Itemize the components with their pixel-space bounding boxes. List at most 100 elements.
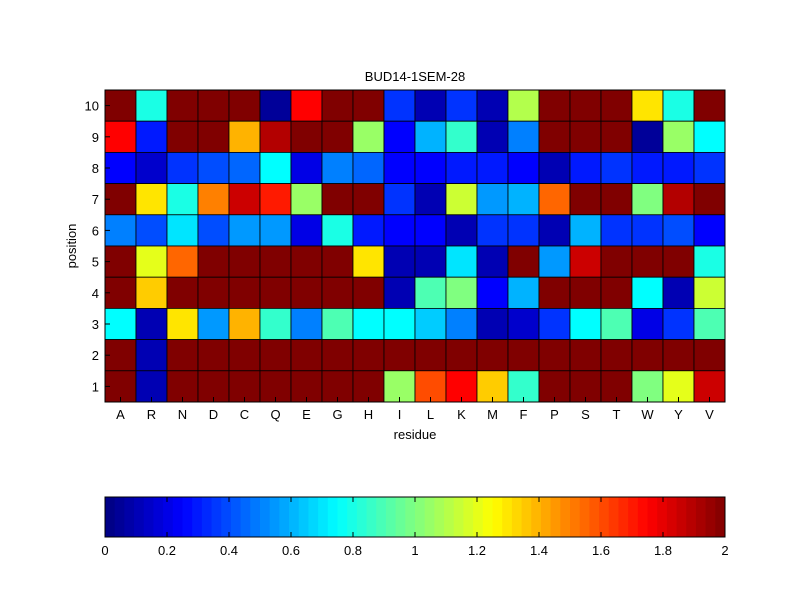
heatmap-cell-8-T xyxy=(600,151,633,184)
heatmap-cell-2-Y xyxy=(662,339,695,372)
heatmap-cell-10-V xyxy=(693,89,726,122)
heatmap-cell-1-Y xyxy=(662,370,695,403)
heatmap-cell-7-Q xyxy=(259,183,292,216)
colorbar-step xyxy=(211,497,222,537)
colorbar-step xyxy=(453,497,464,537)
colorbar-step xyxy=(153,497,164,537)
colorbar-step xyxy=(172,497,183,537)
colorbar-step xyxy=(560,497,571,537)
heatmap-cell-4-W xyxy=(631,276,664,309)
x-tick-label-H: H xyxy=(364,407,373,422)
colorbar-step xyxy=(163,497,174,537)
heatmap-cell-8-Y xyxy=(662,151,695,184)
heatmap-cell-3-C xyxy=(228,307,261,340)
heatmap-cell-8-L xyxy=(414,151,447,184)
heatmap-cell-5-P xyxy=(538,245,571,278)
heatmap-cell-4-N xyxy=(166,276,199,309)
colorbar-step xyxy=(201,497,213,537)
heatmap-cell-3-P xyxy=(538,307,571,340)
colorbar-step xyxy=(318,497,329,537)
heatmap-cell-7-V xyxy=(693,183,726,216)
heatmap-cell-4-T xyxy=(600,276,633,309)
colorbar-step xyxy=(579,497,590,537)
heatmap-cell-9-M xyxy=(476,120,509,153)
heatmap-cell-6-Y xyxy=(662,214,695,247)
heatmap-cell-2-H xyxy=(352,339,385,372)
heatmap-cell-10-F xyxy=(507,89,540,122)
heatmap-cell-1-N xyxy=(166,370,199,403)
heatmap-cell-2-F xyxy=(507,339,540,372)
colorbar-step xyxy=(395,497,406,537)
colorbar-step xyxy=(666,497,678,537)
colorbar-step xyxy=(647,497,658,537)
y-tick-label-10: 10 xyxy=(85,99,99,114)
heatmap-cell-2-W xyxy=(631,339,664,372)
heatmap-cell-6-E xyxy=(290,214,323,247)
heatmap-cell-3-N xyxy=(166,307,199,340)
colorbar-step xyxy=(511,497,523,537)
colorbar-step xyxy=(608,497,619,537)
heatmap-cell-10-R xyxy=(135,89,168,122)
heatmap-cell-8-R xyxy=(135,151,168,184)
heatmap-cell-4-I xyxy=(383,276,416,309)
heatmap-cell-6-I xyxy=(383,214,416,247)
x-tick-label-M: M xyxy=(487,407,498,422)
heatmap-cell-9-K xyxy=(445,120,478,153)
heatmap-cell-4-E xyxy=(290,276,323,309)
heatmap-cell-4-C xyxy=(228,276,261,309)
heatmap-cell-9-V xyxy=(693,120,726,153)
heatmap-cell-1-H xyxy=(352,370,385,403)
heatmap-cell-9-N xyxy=(166,120,199,153)
heatmap-cell-8-G xyxy=(321,151,354,184)
heatmap-frame xyxy=(104,89,726,403)
heatmap-cell-2-Q xyxy=(259,339,292,372)
colorbar-tick-label: 1.8 xyxy=(654,543,672,558)
colorbar-step xyxy=(356,497,368,537)
heatmap-cell-10-E xyxy=(290,89,323,122)
colorbar-step xyxy=(686,497,697,537)
heatmap-cell-5-C xyxy=(228,245,261,278)
heatmap-cell-9-R xyxy=(135,120,168,153)
x-tick-label-A: A xyxy=(116,407,125,422)
x-axis-label: residue xyxy=(394,427,437,442)
colorbar-step xyxy=(289,497,300,537)
heatmap-cell-10-K xyxy=(445,89,478,122)
heatmap-cell-9-A xyxy=(104,120,137,153)
colorbar-step xyxy=(705,497,716,537)
colorbar-step xyxy=(230,497,242,537)
x-tick-label-D: D xyxy=(209,407,218,422)
heatmap-cell-9-D xyxy=(197,120,230,153)
heatmap-cell-2-G xyxy=(321,339,354,372)
heatmap-cell-8-V xyxy=(693,151,726,184)
heatmap-cell-5-I xyxy=(383,245,416,278)
heatmap-cell-8-M xyxy=(476,151,509,184)
colorbar-tick-label: 0.4 xyxy=(220,543,238,558)
colorbar-step xyxy=(337,497,348,537)
heatmap-cell-2-C xyxy=(228,339,261,372)
heatmap-cell-6-C xyxy=(228,214,261,247)
heatmap-cell-7-T xyxy=(600,183,633,216)
heatmap-cell-7-P xyxy=(538,183,571,216)
heatmap-cell-3-L xyxy=(414,307,447,340)
heatmap-cell-7-S xyxy=(569,183,602,216)
y-tick-label-3: 3 xyxy=(92,317,99,332)
heatmap-cell-8-H xyxy=(352,151,385,184)
colorbar-step xyxy=(695,497,707,537)
x-tick-label-G: G xyxy=(332,407,342,422)
colorbar-step xyxy=(540,497,552,537)
heatmap-cell-2-L xyxy=(414,339,447,372)
heatmap-cell-5-W xyxy=(631,245,664,278)
heatmap-cell-1-C xyxy=(228,370,261,403)
heatmap-cell-5-E xyxy=(290,245,323,278)
heatmap-cell-2-M xyxy=(476,339,509,372)
colorbar-step xyxy=(589,497,600,537)
x-tick-label-F: F xyxy=(520,407,528,422)
heatmap-cell-4-D xyxy=(197,276,230,309)
heatmap-cell-4-S xyxy=(569,276,602,309)
colorbar-step xyxy=(521,497,532,537)
heatmap-cell-7-I xyxy=(383,183,416,216)
heatmap-cell-3-M xyxy=(476,307,509,340)
heatmap-cell-8-S xyxy=(569,151,602,184)
colorbar-step xyxy=(134,497,145,537)
colorbar-tick-label: 2 xyxy=(721,543,728,558)
